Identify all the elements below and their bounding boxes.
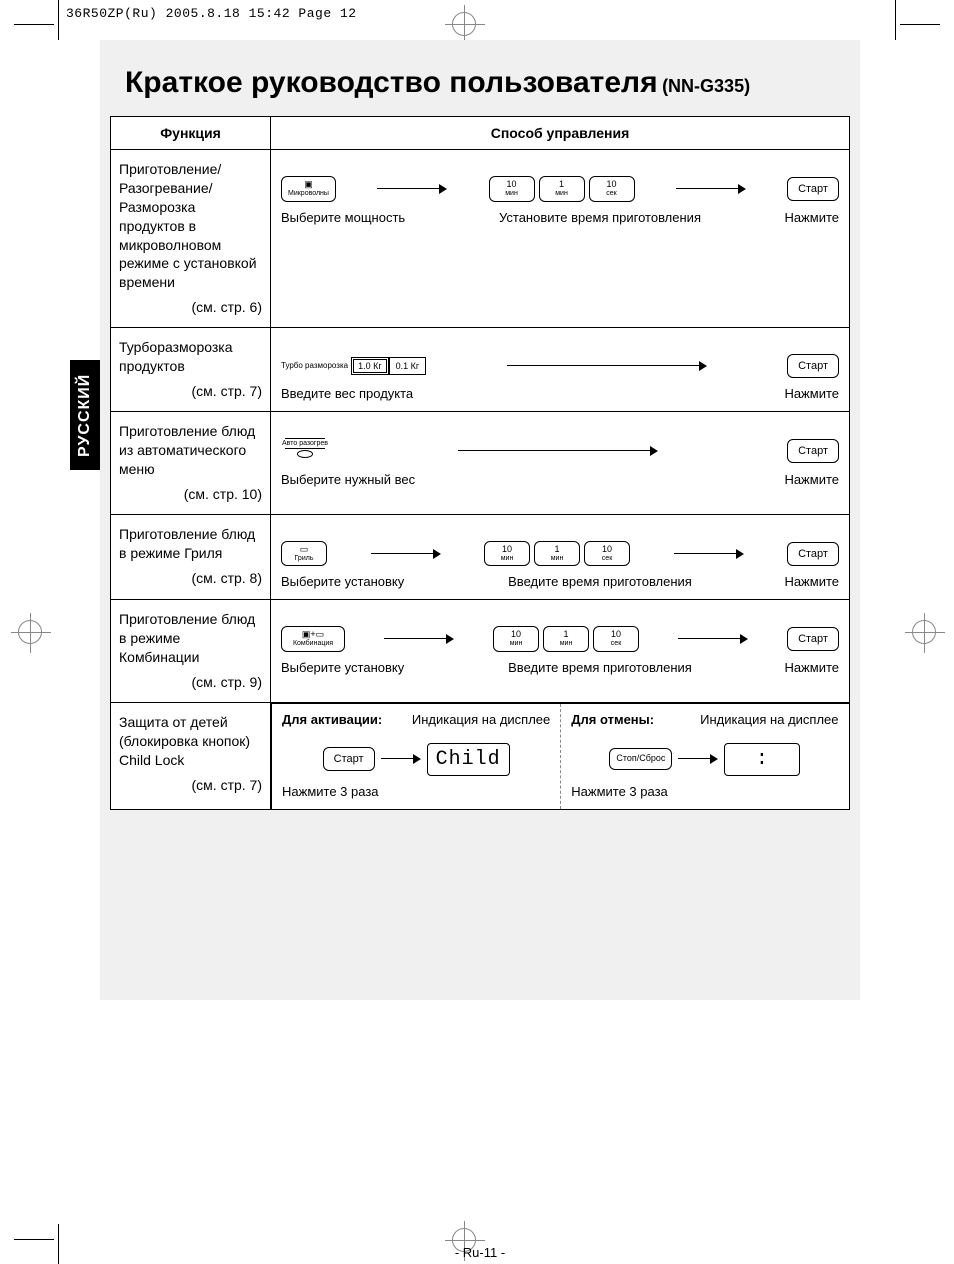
arrow-icon — [674, 549, 744, 559]
crop-mark — [900, 24, 940, 25]
arrow-icon — [678, 634, 748, 644]
arrow-icon — [458, 446, 658, 456]
th-function: Функция — [111, 117, 271, 150]
caption: Выберите нужный вес — [281, 472, 461, 487]
title-main: Краткое руководство пользователя — [125, 66, 658, 99]
func-text: Защита от детей (блокировка кнопок) Chil… — [119, 714, 250, 768]
registration-mark — [912, 620, 936, 644]
combination-button: ▣+▭ Комбинация — [281, 626, 345, 652]
row-auto-menu: Приготовление блюд из автоматического ме… — [111, 412, 850, 515]
registration-mark — [452, 12, 476, 36]
combination-icon: ▣+▭ — [302, 629, 324, 639]
grill-button: ▭ Гриль — [281, 541, 327, 567]
row-turbo-defrost: Турборазморозка продуктов (см. стр. 7) Т… — [111, 328, 850, 412]
func-ref: (см. стр. 9) — [119, 673, 262, 692]
page-header-meta: 36R50ZP(Ru) 2005.8.18 15:42 Page 12 — [66, 6, 357, 21]
caption: Выберите установку — [281, 574, 461, 589]
func-ref: (см. стр. 7) — [119, 776, 262, 795]
func-ref: (см. стр. 6) — [119, 298, 262, 317]
caption: Введите время приготовления — [461, 574, 739, 589]
press-3-times: Нажмите 3 раза — [282, 784, 550, 799]
arrow-icon — [676, 184, 746, 194]
arrow-icon — [377, 184, 447, 194]
start-button: Старт — [787, 177, 839, 201]
indication-label: Индикация на дисплее — [700, 712, 838, 727]
page-title: Краткое руководство пользователя (NN-G33… — [100, 40, 860, 116]
row-combination: Приготовление блюд в режиме Комбинации (… — [111, 600, 850, 703]
caption: Введите вес продукта — [281, 386, 461, 401]
caption: Выберите мощность — [281, 210, 461, 225]
press-3-times: Нажмите 3 раза — [571, 784, 838, 799]
arrow-icon — [507, 361, 707, 371]
display-colon: : — [724, 743, 800, 776]
start-button: Старт — [323, 747, 375, 771]
caption: Нажмите — [739, 386, 839, 401]
title-model: (NN-G335) — [662, 76, 750, 96]
func-text: Приготовление блюд из автоматического ме… — [119, 423, 255, 477]
start-button: Старт — [787, 542, 839, 566]
stop-button: Стоп/Сброс — [609, 748, 672, 770]
caption: Введите время приготовления — [461, 660, 739, 675]
grill-icon: ▭ — [300, 544, 309, 554]
crop-mark — [14, 1239, 54, 1240]
crop-mark — [58, 0, 59, 40]
time-buttons: 10мин 1мин 10сек — [493, 626, 639, 652]
turbo-defrost-buttons: Турбо разморозка 1.0 Кг 0.1 Кг — [281, 357, 426, 375]
func-ref: (см. стр. 10) — [119, 485, 262, 504]
caption: Выберите установку — [281, 660, 461, 675]
th-method: Способ управления — [271, 117, 850, 150]
childlock-cancel: Для отмены: Индикация на дисплее Стоп/Сб… — [560, 704, 848, 809]
crop-mark — [895, 0, 896, 40]
caption: Нажмите — [739, 660, 839, 675]
caption: Нажмите — [739, 472, 839, 487]
indication-label: Индикация на дисплее — [412, 712, 550, 727]
cancel-label: Для отмены: — [571, 712, 654, 727]
start-button: Старт — [787, 627, 839, 651]
arrow-icon — [384, 634, 454, 644]
func-text: Приготовление/ Разогревание/ Разморозка … — [119, 161, 257, 290]
row-child-lock: Защита от детей (блокировка кнопок) Chil… — [111, 702, 850, 810]
crop-mark — [14, 24, 54, 25]
activate-label: Для активации: — [282, 712, 382, 727]
func-ref: (см. стр. 7) — [119, 382, 262, 401]
arrow-icon — [678, 754, 718, 764]
func-text: Приготовление блюд в режиме Гриля — [119, 526, 255, 561]
caption: Установите время приготовления — [461, 210, 739, 225]
arrow-icon — [381, 754, 421, 764]
page-content: РУССКИЙ Краткое руководство пользователя… — [100, 40, 860, 1000]
time-buttons: 10мин 1мин 10сек — [484, 541, 630, 567]
time-buttons: 10мин 1мин 10сек — [489, 176, 635, 202]
display-child: Child — [427, 743, 510, 776]
func-ref: (см. стр. 8) — [119, 569, 262, 588]
func-text: Турборазморозка продуктов — [119, 339, 233, 374]
auto-reheat-icon: Авто разогрев — [281, 438, 329, 464]
func-text: Приготовление блюд в режиме Комбинации — [119, 611, 255, 665]
row-grill: Приготовление блюд в режиме Гриля (см. с… — [111, 514, 850, 600]
caption: Нажмите — [739, 210, 839, 225]
crop-mark — [58, 1224, 59, 1264]
start-button: Старт — [787, 354, 839, 378]
childlock-activate: Для активации: Индикация на дисплее Стар… — [272, 704, 560, 809]
arrow-icon — [371, 549, 441, 559]
microwave-button: ▣ Микроволны — [281, 176, 336, 202]
registration-mark — [18, 620, 42, 644]
quick-guide-table: Функция Способ управления Приготовление/… — [110, 116, 850, 810]
page-number: - Ru-11 - — [455, 1245, 505, 1260]
language-tab: РУССКИЙ — [70, 360, 100, 470]
row-microwave: Приготовление/ Разогревание/ Разморозка … — [111, 150, 850, 328]
start-button: Старт — [787, 439, 839, 463]
microwave-icon: ▣ — [304, 179, 313, 189]
caption: Нажмите — [739, 574, 839, 589]
